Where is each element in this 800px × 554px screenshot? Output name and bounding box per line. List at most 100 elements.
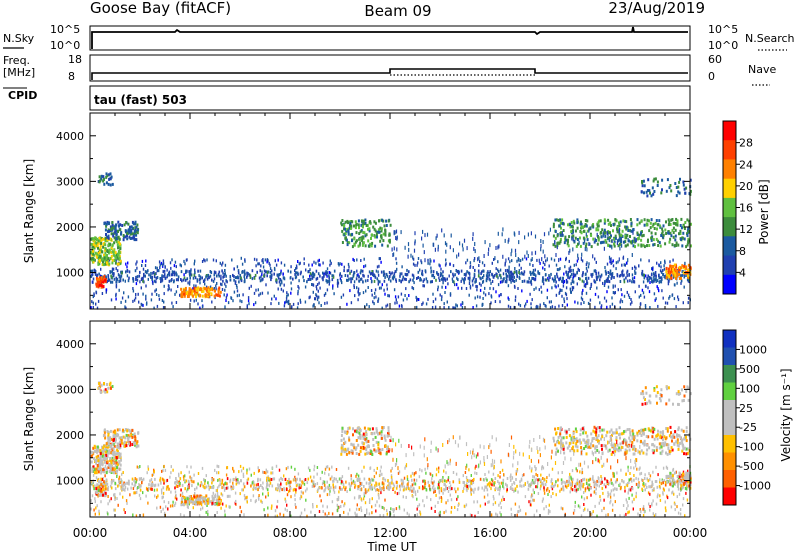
power-pixel [236,265,239,269]
power-pixel [172,273,174,277]
power-pixel [481,303,483,307]
power-pixel [576,226,579,230]
power-pixel [532,271,535,275]
power-pixel [683,227,686,230]
velocity-pixel [174,501,177,505]
velocity-pixel [509,475,511,479]
power-pixel [271,269,273,273]
power-pixel [406,297,408,301]
power-pixel [359,237,362,241]
power-pixel [256,258,258,262]
power-pixel [663,267,666,271]
power-pixel [306,280,308,284]
velocity-pixel [296,477,298,481]
velocity-pixel [582,509,585,512]
velocity-pixel [118,477,120,481]
power-pixel [638,284,640,288]
power-pixel [358,226,360,230]
velocity-pixel [365,491,367,495]
power-pixel [201,260,204,263]
velocity-pixel [151,473,153,477]
power-pixel [661,269,664,273]
velocity-pixel [627,469,629,473]
power-pixel [222,261,224,265]
power-pixel [565,293,568,297]
velocity-pixel [479,477,482,481]
velocity-pixel [477,511,479,514]
power-pixel [546,288,549,292]
velocity-pixel [220,492,222,496]
velocity-pixel [670,505,673,509]
velocity-pixel [450,506,453,510]
velocity-pixel [680,482,682,486]
power-pixel [435,278,437,282]
power-pixel [118,279,120,283]
velocity-pixel [465,487,468,491]
power-pixel [91,269,94,273]
velocity-pixel [484,485,486,489]
velocity-pixel [518,510,520,513]
velocity-pixel [243,485,246,489]
power-pixel [400,230,402,235]
power-pixel [652,238,655,242]
power-pixel [393,230,395,235]
power-pixel [481,261,484,265]
power-pixel [561,218,564,222]
power-pixel [529,292,531,296]
power-pixel [434,305,437,309]
power-pixel [346,228,349,231]
power-pixel [568,235,571,239]
power-pixel [341,262,343,266]
velocity-pixel [456,508,459,512]
power-pixel [630,222,633,226]
power-pixel [394,230,396,235]
velocity-pixel [313,468,315,472]
velocity-pixel [339,488,342,491]
power-pixel [123,223,126,227]
power-pixel [465,287,468,290]
velocity-pixel [222,502,224,506]
freq-tick-top: 18 [68,53,82,66]
power-pixel [586,247,588,252]
power-pixel [378,230,381,234]
velocity-pixel [150,483,152,487]
power-pixel [681,264,684,268]
velocity-pixel [655,502,658,506]
power-pixel [450,270,452,274]
velocity-pixel [224,487,227,490]
power-pixel [188,272,191,276]
power-pixel [561,233,564,237]
velocity-pixel [430,480,433,484]
velocity-pixel [194,491,196,495]
power-pixel [584,284,587,288]
velocity-pixel [651,483,653,487]
power-pixel [369,242,372,246]
velocity-pixel [323,480,326,484]
power-pixel [135,233,138,237]
velocity-pixel [486,483,489,487]
power-pixel [198,274,200,278]
power-pixel [667,223,670,227]
power-pixel [98,175,101,179]
power-pixel [128,235,131,239]
power-pixel [510,277,512,281]
power-pixel [625,220,628,224]
velocity-pixel [360,506,362,510]
power-pixel [509,275,511,279]
power-pixel [193,262,195,266]
velocity-pixel [474,466,476,470]
power-pixel [171,301,173,305]
velocity-pixel [474,471,476,475]
power-pixel [358,237,361,241]
velocity-pixel [132,513,134,517]
power-pixel [107,257,110,261]
power-pixel [521,280,524,283]
power-pixel [642,291,645,295]
power-pixel [602,240,605,244]
power-pixel [534,278,536,282]
power-pixel [502,279,504,283]
velocity-pixel [588,483,590,487]
power-pixel [107,222,110,226]
velocity-pixel [440,499,443,503]
power-pixel [269,263,271,267]
